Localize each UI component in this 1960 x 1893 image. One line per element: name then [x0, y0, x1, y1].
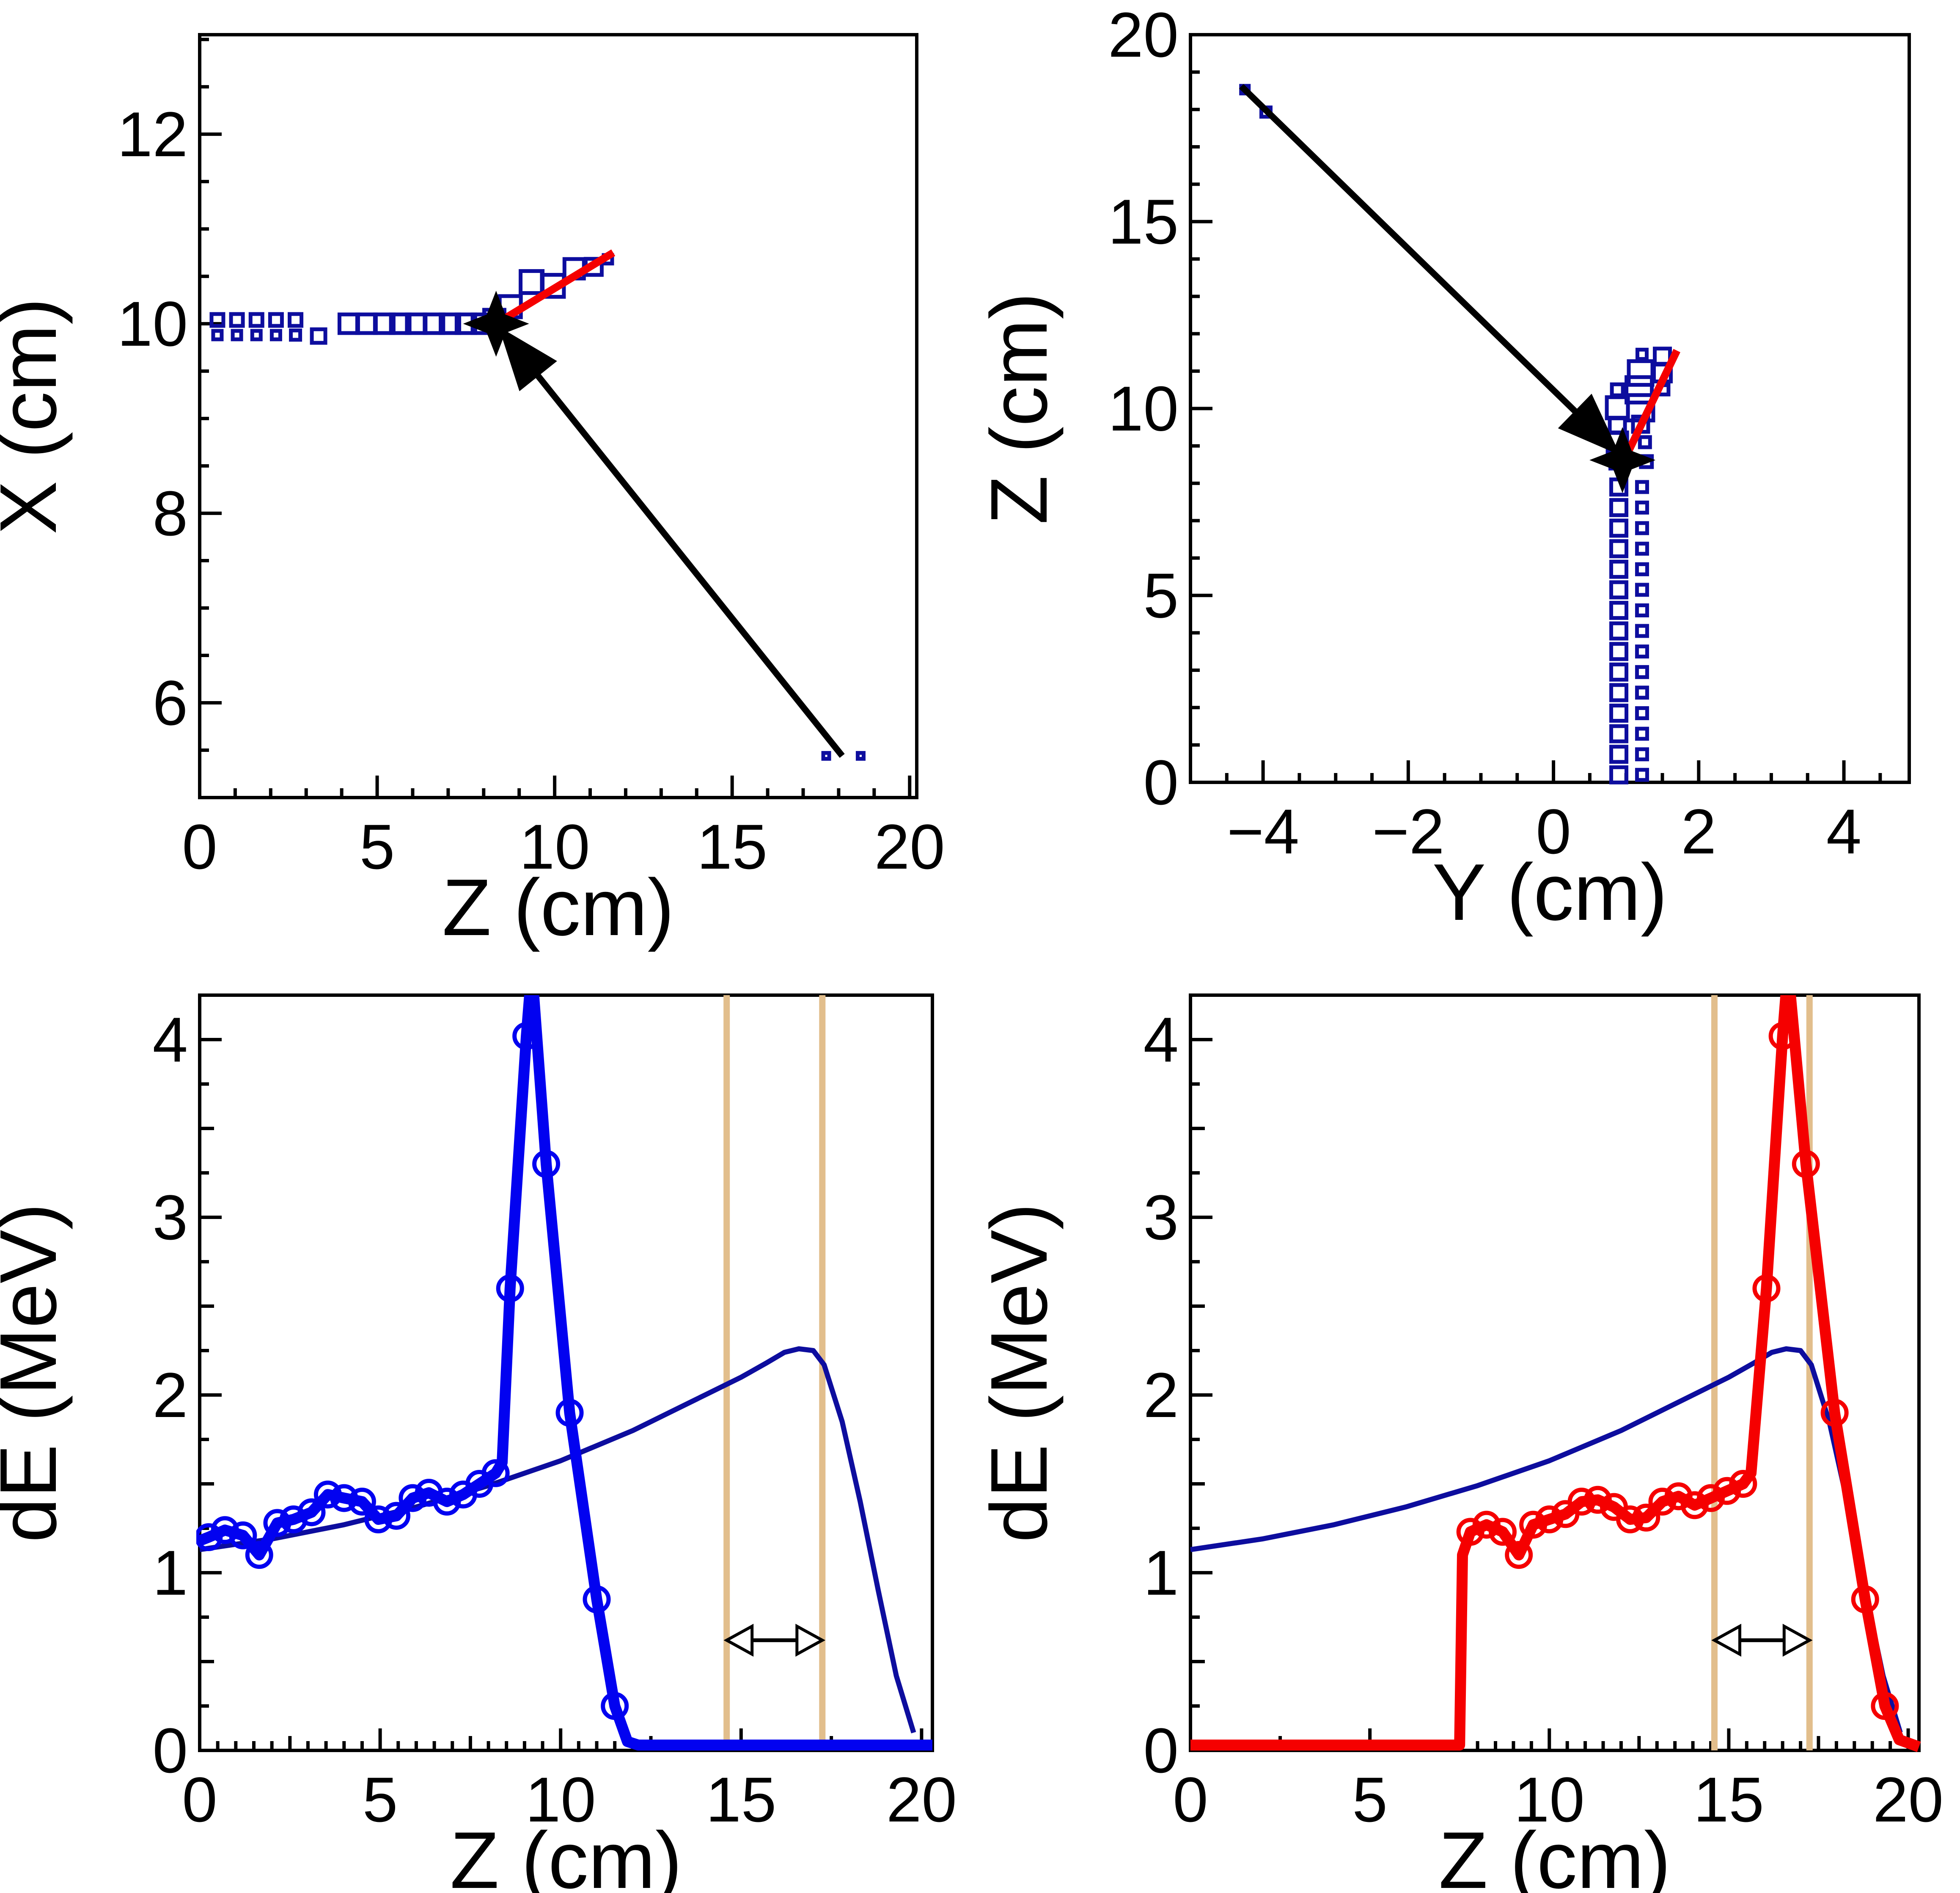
x-tick-label: 5 [1352, 1764, 1387, 1835]
y-tick-label: 5 [1144, 560, 1179, 631]
track-fit-line [1620, 349, 1680, 463]
series-layer [209, 249, 866, 761]
x-tick-label: 20 [1873, 1764, 1944, 1835]
measured-data-points [1456, 1022, 1899, 1720]
panel-bottom-left: 0 5 10 15 20 0 1 2 3 4 Z (cm) dE (MeV) [0, 993, 957, 1893]
panel-top-left: 0 5 10 15 20 6 8 10 12 Z (cm) X (cm) [0, 33, 945, 952]
y-tick-label: 8 [153, 478, 188, 549]
x-tick-label: 0 [182, 1764, 217, 1835]
y-tick-label: 12 [117, 99, 188, 170]
series-layer [1239, 84, 1680, 784]
x-tick-label: 5 [360, 811, 395, 882]
plot-frame [198, 33, 918, 799]
range-window-lines [723, 995, 826, 1750]
x-axis-title: Z (cm) [450, 1816, 682, 1893]
plot-frame [1189, 993, 1921, 1752]
tick-labels: 0 5 10 15 20 6 8 10 12 [117, 99, 945, 882]
x-tick-label: 10 [520, 811, 590, 882]
y-tick-label: 0 [153, 1715, 188, 1786]
axis-ticks [198, 38, 912, 799]
panel-bottom-right: 0 5 10 15 20 0 1 2 3 4 Z (cm) dE (MeV) [974, 993, 1944, 1893]
y-tick-label: 3 [1144, 1182, 1179, 1253]
tick-labels: 0 5 10 15 20 0 1 2 3 4 [153, 1004, 957, 1835]
measured-bragg-curve-shifted [1190, 995, 1921, 1752]
plot-frame [198, 993, 934, 1752]
x-tick-label: 15 [706, 1764, 776, 1835]
x-tick-label: 0 [1536, 796, 1571, 867]
y-tick-label: 2 [1144, 1359, 1179, 1431]
y-axis-title: X (cm) [0, 298, 73, 534]
series-layer [196, 995, 932, 1751]
y-axis-title: Z (cm) [974, 292, 1064, 525]
x-tick-label: −2 [1372, 796, 1444, 867]
measured-data-points [196, 1022, 629, 1720]
range-window-lines [1711, 995, 1813, 1750]
y-tick-label: 4 [153, 1004, 188, 1075]
x-tick-label: 15 [1693, 1764, 1764, 1835]
scattered-proton-arrow [498, 326, 845, 758]
y-tick-label: 3 [153, 1182, 188, 1253]
y-tick-label: 4 [1144, 1004, 1179, 1075]
range-shift-arrow [1711, 1623, 1813, 1657]
x-tick-label: 20 [874, 811, 945, 882]
y-tick-label: 1 [1144, 1537, 1179, 1608]
y-tick-label: 10 [117, 288, 188, 359]
y-axis-title: dE (MeV) [974, 1203, 1064, 1542]
scattered-proton-arrow [1239, 84, 1620, 455]
x-tick-label: 10 [525, 1764, 596, 1835]
x-axis-title: Z (cm) [442, 863, 674, 952]
y-axis-title: dE (MeV) [0, 1203, 73, 1542]
axis-ticks [1189, 33, 1882, 784]
panel-top-right: −4 −2 0 2 4 0 5 10 15 20 Y (cm) Z (cm) [974, 0, 1911, 937]
x-tick-label: 4 [1826, 796, 1861, 867]
y-tick-label: 1 [153, 1537, 188, 1608]
x-tick-label: −4 [1227, 796, 1299, 867]
x-axis-title: Y (cm) [1432, 847, 1668, 937]
x-tick-label: 20 [886, 1764, 957, 1835]
x-tick-label: 2 [1681, 796, 1716, 867]
y-tick-label: 20 [1108, 0, 1179, 70]
x-tick-label: 0 [182, 811, 217, 882]
x-tick-label: 0 [1173, 1764, 1208, 1835]
y-tick-label: 15 [1108, 186, 1179, 257]
tick-labels: −4 −2 0 2 4 0 5 10 15 20 [1108, 0, 1861, 867]
y-tick-label: 2 [153, 1359, 188, 1431]
y-tick-label: 0 [1144, 1715, 1179, 1786]
y-tick-label: 10 [1108, 373, 1179, 444]
vertex-star-marker [463, 291, 529, 357]
y-tick-label: 6 [153, 667, 188, 738]
x-tick-label: 5 [363, 1764, 398, 1835]
x-tick-label: 15 [697, 811, 767, 882]
track-fit-line [494, 249, 616, 327]
range-shift-arrow [723, 1623, 826, 1657]
vertex-star-marker [1589, 427, 1656, 493]
tick-labels: 0 5 10 15 20 0 1 2 3 4 [1144, 1004, 1944, 1835]
hit-squares-zx [209, 253, 866, 761]
y-tick-label: 0 [1144, 747, 1179, 818]
x-axis-title: Z (cm) [1439, 1816, 1671, 1893]
x-tick-label: 10 [1514, 1764, 1585, 1835]
series-layer [1190, 995, 1921, 1752]
